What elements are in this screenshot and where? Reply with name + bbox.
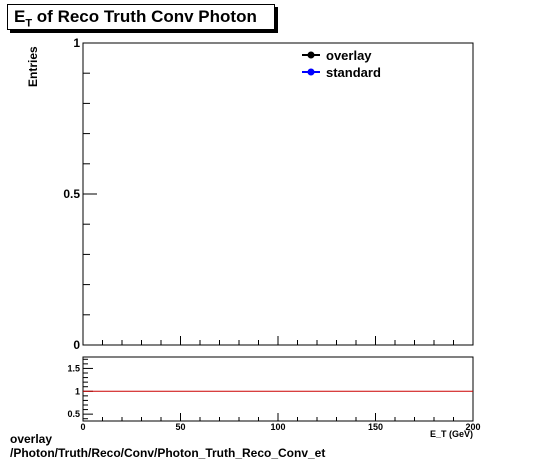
ratio-y-tick-label: 1 [75,386,80,396]
main-plot-panel: 0 0.5 1 Entries overlay standard [26,36,474,352]
y-tick-label: 0 [73,338,80,352]
x-tick-label: 150 [368,422,383,432]
legend-label-overlay: overlay [326,48,372,63]
chart-title: ET of Reco Truth Conv Photon [14,7,257,30]
legend-label-standard: standard [326,65,381,80]
y-tick-label: 1 [73,36,80,50]
ratio-y-tick-label: 1.5 [67,363,80,373]
main-plot-frame [82,42,474,346]
footer-path: /Photon/Truth/Reco/Conv/Photon_Truth_Rec… [10,446,326,460]
legend-marker-overlay [307,51,315,59]
x-tick-label: 50 [175,422,185,432]
y-axis-label: Entries [26,46,40,87]
x-tick-label: 100 [270,422,285,432]
ratio-plot-frame [82,356,474,422]
footer-label: overlay [10,432,53,446]
x-tick-label: 0 [80,422,85,432]
chart-title-box: ET of Reco Truth Conv Photon [7,4,275,30]
legend-marker-standard [307,68,315,76]
ratio-y-tick-label: 0.5 [67,409,80,419]
x-axis-label: E_T (GeV) [430,429,473,439]
y-tick-label: 0.5 [63,187,80,201]
x-tick-label: 200 [465,422,480,432]
